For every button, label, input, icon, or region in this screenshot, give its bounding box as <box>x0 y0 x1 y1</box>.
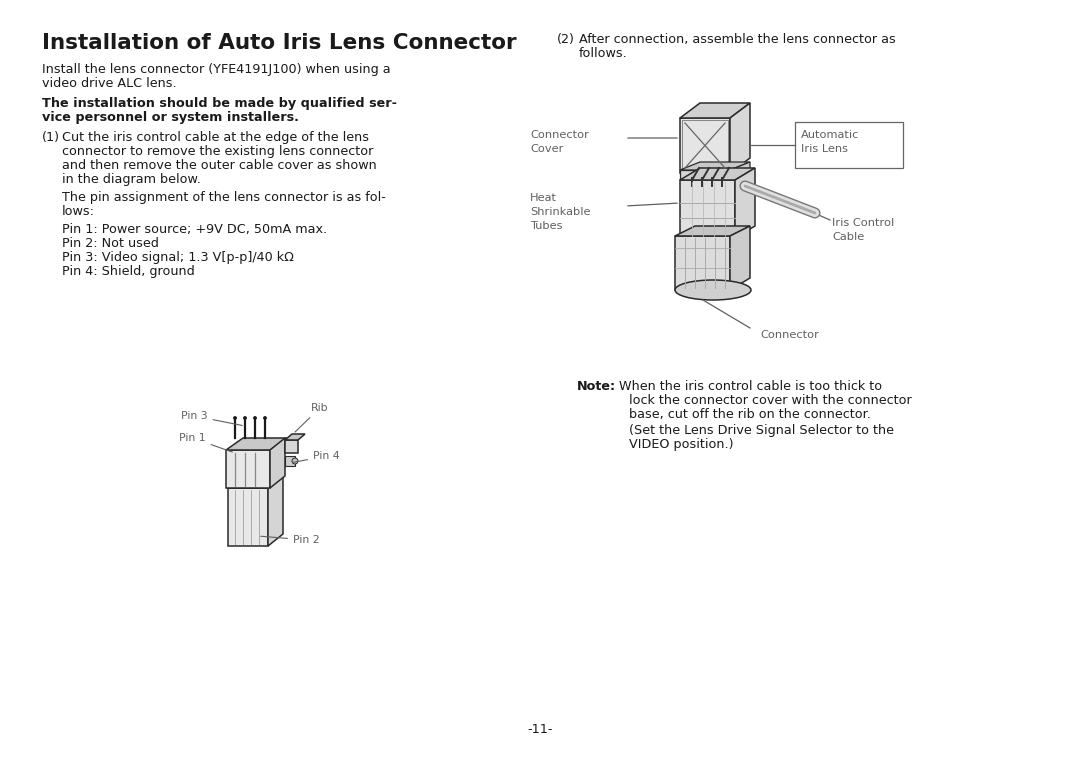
Text: Pin 3: Video signal; 1.3 V[p-p]/40 kΩ: Pin 3: Video signal; 1.3 V[p-p]/40 kΩ <box>62 251 294 264</box>
Ellipse shape <box>675 280 751 300</box>
Text: Cover: Cover <box>530 144 564 154</box>
Polygon shape <box>285 434 305 440</box>
Text: Pin 4: Pin 4 <box>293 451 339 462</box>
Text: Pin 3: Pin 3 <box>181 411 242 425</box>
Text: Note:: Note: <box>577 380 616 393</box>
Polygon shape <box>285 440 298 453</box>
Text: Pin 1: Power source; +9V DC, 50mA max.: Pin 1: Power source; +9V DC, 50mA max. <box>62 223 327 236</box>
Text: Install the lens connector (YFE4191J100) when using a: Install the lens connector (YFE4191J100)… <box>42 63 391 76</box>
Text: Tubes: Tubes <box>530 221 563 231</box>
Text: video drive ALC lens.: video drive ALC lens. <box>42 77 177 90</box>
Text: Shrinkable: Shrinkable <box>530 207 591 217</box>
Text: connector to remove the existing lens connector: connector to remove the existing lens co… <box>62 145 374 158</box>
Text: base, cut off the rib on the connector.: base, cut off the rib on the connector. <box>629 408 870 421</box>
Text: and then remove the outer cable cover as shown: and then remove the outer cable cover as… <box>62 159 377 172</box>
Text: lock the connector cover with the connector: lock the connector cover with the connec… <box>629 394 912 407</box>
Circle shape <box>292 458 298 464</box>
Text: (2): (2) <box>557 33 575 46</box>
Polygon shape <box>268 476 283 546</box>
Text: Pin 1: Pin 1 <box>179 433 232 452</box>
Text: VIDEO position.): VIDEO position.) <box>629 438 733 451</box>
Polygon shape <box>226 450 270 488</box>
Circle shape <box>264 417 266 419</box>
Polygon shape <box>228 476 283 488</box>
Polygon shape <box>680 162 750 170</box>
Polygon shape <box>730 226 750 290</box>
Text: Cut the iris control cable at the edge of the lens: Cut the iris control cable at the edge o… <box>62 131 369 144</box>
Polygon shape <box>226 438 287 450</box>
Circle shape <box>233 417 237 419</box>
Text: Rib: Rib <box>295 403 328 432</box>
Text: (Set the Lens Drive Signal Selector to the: (Set the Lens Drive Signal Selector to t… <box>629 424 894 437</box>
Circle shape <box>244 417 246 419</box>
Polygon shape <box>675 226 750 236</box>
Text: Cable: Cable <box>832 232 864 242</box>
Bar <box>681 120 728 171</box>
Polygon shape <box>680 170 730 180</box>
Text: Installation of Auto Iris Lens Connector: Installation of Auto Iris Lens Connector <box>42 33 516 53</box>
Polygon shape <box>735 168 755 238</box>
Text: When the iris control cable is too thick to: When the iris control cable is too thick… <box>615 380 882 393</box>
Polygon shape <box>680 103 750 118</box>
Polygon shape <box>730 103 750 173</box>
Text: Iris Control: Iris Control <box>832 218 894 228</box>
Circle shape <box>254 417 256 419</box>
Text: lows:: lows: <box>62 205 95 218</box>
Polygon shape <box>228 488 268 546</box>
Text: -11-: -11- <box>527 723 553 736</box>
Text: The pin assignment of the lens connector is as fol-: The pin assignment of the lens connector… <box>62 191 386 204</box>
Text: Automatic: Automatic <box>801 130 860 140</box>
Polygon shape <box>680 118 730 173</box>
Text: Connector: Connector <box>760 330 819 340</box>
Polygon shape <box>680 180 735 238</box>
Text: The installation should be made by qualified ser-: The installation should be made by quali… <box>42 97 397 110</box>
Text: vice personnel or system installers.: vice personnel or system installers. <box>42 111 299 124</box>
Text: follows.: follows. <box>579 47 627 60</box>
Text: in the diagram below.: in the diagram below. <box>62 173 201 186</box>
Polygon shape <box>680 168 755 180</box>
Polygon shape <box>270 438 285 488</box>
Polygon shape <box>675 236 730 290</box>
Text: Pin 2: Pin 2 <box>260 535 320 545</box>
Polygon shape <box>285 456 295 466</box>
Text: Pin 4: Shield, ground: Pin 4: Shield, ground <box>62 265 194 278</box>
Bar <box>795 122 903 168</box>
Text: Heat: Heat <box>530 193 557 203</box>
Text: Iris Lens: Iris Lens <box>801 144 848 154</box>
Polygon shape <box>730 162 750 180</box>
Text: Connector: Connector <box>530 130 589 140</box>
Text: After connection, assemble the lens connector as: After connection, assemble the lens conn… <box>579 33 895 46</box>
Text: Pin 2: Not used: Pin 2: Not used <box>62 237 159 250</box>
Text: (1): (1) <box>42 131 60 144</box>
